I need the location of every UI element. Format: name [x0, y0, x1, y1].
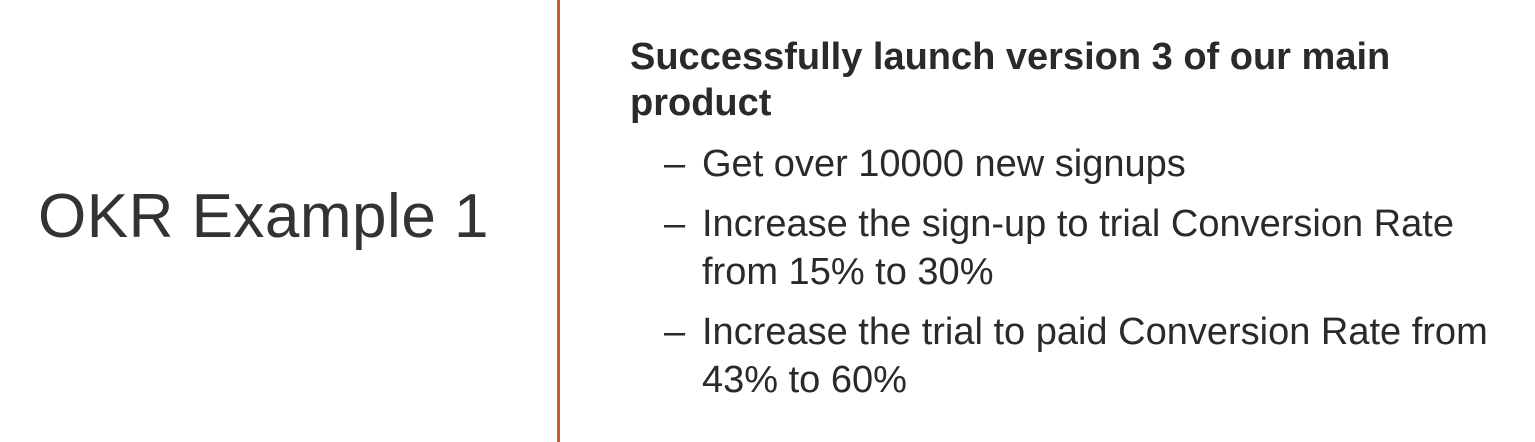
key-result-text: Get over 10000 new signups	[702, 143, 1186, 185]
slide-title: OKR Example 1	[38, 182, 490, 251]
dash-bullet: –	[664, 143, 686, 185]
key-results-list: – Get over 10000 new signups – Increase …	[630, 140, 1520, 404]
key-result-text: Increase the trial to paid Conversion Ra…	[702, 311, 1488, 401]
key-result-item: – Get over 10000 new signups	[630, 140, 1520, 188]
key-result-item: – Increase the trial to paid Conversion …	[630, 308, 1520, 404]
dash-bullet: –	[664, 311, 686, 353]
vertical-divider	[557, 0, 560, 442]
okr-content: Successfully launch version 3 of our mai…	[630, 34, 1520, 416]
key-result-item: – Increase the sign-up to trial Conversi…	[630, 200, 1520, 296]
objective-heading: Successfully launch version 3 of our mai…	[630, 36, 1391, 124]
key-result-text: Increase the sign-up to trial Conversion…	[702, 203, 1454, 293]
dash-bullet: –	[664, 203, 686, 245]
